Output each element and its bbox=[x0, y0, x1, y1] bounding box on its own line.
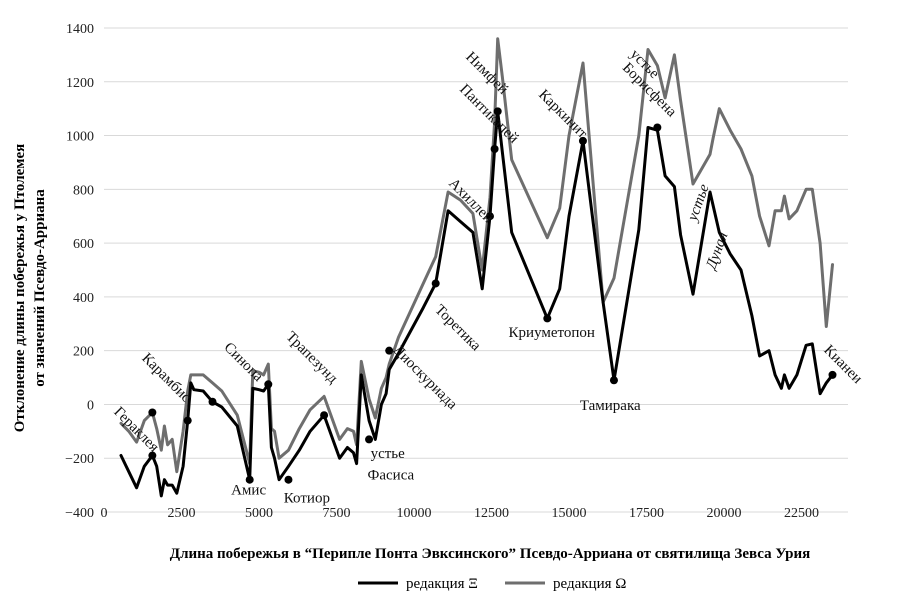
data-point-marker bbox=[284, 475, 293, 484]
y-tick-label: 400 bbox=[73, 291, 94, 306]
x-tick-label: 7500 bbox=[323, 506, 351, 521]
data-point-marker bbox=[543, 314, 552, 323]
x-axis-title: Длина побережья в “Перипле Понта Эвксинс… bbox=[170, 546, 811, 562]
x-tick-label: 15000 bbox=[552, 506, 587, 521]
data-point-marker bbox=[385, 346, 394, 355]
x-tick-label: 20000 bbox=[707, 506, 742, 521]
x-tick-label: 0 bbox=[101, 506, 108, 521]
place-label: Фасиса bbox=[368, 468, 415, 484]
place-label: Торетика bbox=[431, 302, 484, 355]
y-tick-label: −200 bbox=[65, 452, 94, 467]
x-tick-label: 12500 bbox=[474, 506, 509, 521]
place-label: Амис bbox=[231, 483, 266, 499]
legend-label-xi: редакция Ξ bbox=[406, 576, 478, 592]
place-label: Тамирака bbox=[580, 398, 641, 414]
place-label: Каркинит bbox=[535, 87, 590, 142]
y-tick-label: 600 bbox=[73, 237, 94, 252]
place-label: Дуная bbox=[703, 230, 732, 273]
data-point-marker bbox=[609, 376, 618, 385]
y-tick-label: −400 bbox=[65, 506, 94, 521]
y-tick-label: 800 bbox=[73, 183, 94, 198]
data-point-marker bbox=[245, 475, 254, 484]
data-point-marker bbox=[485, 212, 494, 221]
series-line-xi bbox=[119, 109, 834, 498]
data-point-marker bbox=[264, 380, 273, 389]
series-line-omega bbox=[119, 37, 834, 474]
y-axis-ticks: −400 −200 0 200 400 600 800 1000 1200 1400 bbox=[65, 22, 94, 521]
data-point-marker bbox=[365, 435, 374, 444]
x-tick-label: 10000 bbox=[397, 506, 432, 521]
y-tick-label: 200 bbox=[73, 345, 94, 360]
data-point-marker bbox=[828, 370, 837, 379]
place-label: Криуметопон bbox=[509, 325, 595, 341]
y-tick-label: 1400 bbox=[66, 22, 94, 37]
data-point-marker bbox=[578, 136, 587, 145]
y-tick-label: 1000 bbox=[66, 130, 94, 145]
data-point-marker bbox=[183, 416, 192, 425]
x-tick-label: 5000 bbox=[245, 506, 273, 521]
y-tick-label: 1200 bbox=[66, 76, 94, 91]
data-point-marker bbox=[320, 411, 329, 420]
data-markers bbox=[148, 107, 837, 484]
place-label: устье bbox=[371, 446, 406, 462]
x-tick-label: 2500 bbox=[168, 506, 196, 521]
series-lines bbox=[119, 37, 834, 498]
data-point-marker bbox=[208, 397, 217, 406]
y-axis-title-line-2: от значений Псевдо-Арриана bbox=[32, 189, 48, 387]
place-label: Синопа bbox=[221, 339, 267, 385]
y-axis-title-line-1: Отклонение длины побережья у Птолемея bbox=[12, 144, 28, 433]
data-point-marker bbox=[148, 408, 157, 417]
data-point-marker bbox=[431, 279, 440, 288]
x-tick-label: 17500 bbox=[629, 506, 664, 521]
x-tick-label: 22500 bbox=[784, 506, 819, 521]
place-label: Диоскуриада bbox=[389, 342, 460, 413]
legend-label-omega: редакция Ω bbox=[553, 576, 626, 592]
place-label: Карамбис bbox=[138, 350, 194, 406]
place-label: Котиор bbox=[284, 491, 330, 507]
place-label: Пантикапей bbox=[456, 81, 521, 146]
legend: редакция Ξ редакция Ω bbox=[358, 576, 626, 592]
y-tick-label: 0 bbox=[87, 398, 94, 413]
place-label: Трапезунд bbox=[283, 329, 341, 387]
x-axis-ticks: 0 2500 5000 7500 10000 12500 15000 17500 20000 22… bbox=[101, 506, 820, 521]
data-point-marker bbox=[148, 451, 157, 460]
data-point-marker bbox=[490, 145, 499, 153]
data-point-marker bbox=[653, 123, 662, 132]
data-point-marker bbox=[493, 107, 502, 116]
